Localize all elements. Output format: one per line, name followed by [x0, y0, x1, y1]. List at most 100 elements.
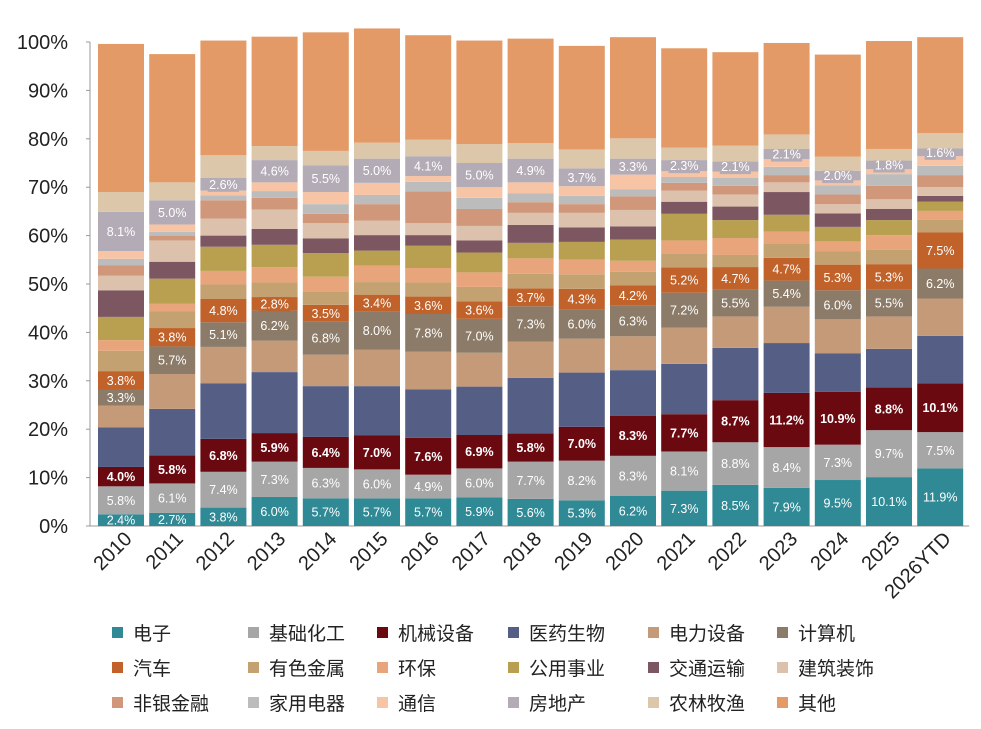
- bar-segment: [302, 354, 349, 387]
- data-label: 5.6%: [516, 506, 545, 520]
- data-label-bg: [719, 270, 751, 286]
- bar-segment: [558, 45, 605, 150]
- bar-segment: [558, 227, 605, 242]
- data-label: 8.4%: [772, 461, 801, 475]
- data-label-bg: [617, 288, 649, 304]
- bar-segment: [763, 214, 810, 232]
- bar-segment: [610, 260, 656, 272]
- data-label: 6.4%: [312, 446, 341, 460]
- bar-segment: [405, 474, 452, 499]
- data-label: 3.8%: [209, 510, 238, 524]
- legend-swatch: [777, 626, 788, 638]
- y-tick-label: 40%: [28, 322, 68, 344]
- data-label: 8.8%: [721, 457, 750, 471]
- bar-segment: [558, 186, 605, 196]
- data-label-bg: [873, 295, 905, 311]
- bar-segment: [558, 195, 605, 205]
- bar-segment: [405, 245, 452, 269]
- legend-item: 电子: [112, 618, 171, 646]
- data-label-bg: [361, 322, 393, 338]
- bar-segment: [712, 347, 759, 401]
- y-tick-label: 30%: [28, 371, 68, 393]
- data-label: 3.3%: [619, 160, 648, 174]
- bar-segment: [302, 467, 349, 499]
- bar-segment: [712, 484, 759, 526]
- legend-label: 非银金融: [133, 692, 210, 715]
- bar-segment: [661, 201, 708, 214]
- bar-segment: [354, 250, 400, 266]
- x-tick-label: 2025: [858, 528, 905, 575]
- data-label-bg: [771, 286, 803, 302]
- data-label-bg: [259, 296, 291, 312]
- x-tick-label: 2019: [550, 528, 597, 575]
- bar-segment: [507, 212, 554, 225]
- data-label: 4.0%: [107, 470, 136, 484]
- data-label: 6.1%: [158, 492, 187, 506]
- bar-segment: [661, 363, 708, 415]
- data-label-bg: [719, 159, 751, 175]
- bar-segment: [251, 267, 298, 283]
- bar-segment: [149, 408, 196, 456]
- bar-segment: [917, 335, 964, 384]
- bar-segment: [405, 223, 452, 236]
- bar-segment: [763, 134, 810, 149]
- bar-segment: [866, 199, 912, 209]
- bar-segment: [354, 142, 400, 159]
- bar-segment: [661, 213, 708, 241]
- bar-segment: [251, 146, 298, 161]
- data-label-bg: [259, 439, 291, 455]
- data-label-bg: [873, 157, 905, 173]
- data-label: 2.0%: [824, 169, 853, 183]
- bar-segment: [763, 175, 810, 183]
- data-label: 5.5%: [312, 172, 341, 186]
- legend-label: 计算机: [798, 622, 856, 645]
- bar-segment: [712, 52, 759, 146]
- data-label: 6.8%: [312, 332, 341, 346]
- data-label: 4.9%: [414, 480, 443, 494]
- data-label-bg: [207, 176, 239, 192]
- bar-segment: [866, 174, 912, 186]
- bar-segment: [917, 132, 964, 149]
- data-label: 4.8%: [209, 304, 238, 318]
- y-tick-label: 50%: [28, 274, 68, 296]
- bar-segment: [302, 32, 349, 151]
- bar-segment: [302, 213, 349, 224]
- bar-segment: [917, 210, 964, 220]
- bar-segment: [866, 148, 912, 161]
- data-label: 7.9%: [772, 500, 801, 514]
- x-tick-label: 2021: [653, 528, 700, 575]
- bar-segment: [814, 194, 861, 205]
- bar-segment: [456, 352, 503, 387]
- bar-segment: [354, 469, 400, 499]
- bar-segment: [712, 185, 759, 195]
- data-label: 11.2%: [769, 414, 804, 428]
- bar-segment: [763, 487, 810, 526]
- bar-segment: [200, 346, 247, 384]
- legend-item: 其他: [777, 688, 836, 716]
- bar-segment: [302, 192, 349, 205]
- data-label: 6.3%: [619, 315, 648, 329]
- bar-segment: [610, 138, 656, 159]
- legend-item: 房地产: [508, 688, 586, 716]
- data-label: 8.3%: [619, 469, 648, 483]
- bar-segment: [149, 231, 196, 236]
- bar-segment: [763, 182, 810, 193]
- bar-segment: [200, 200, 247, 219]
- data-label-bg: [921, 400, 960, 416]
- data-label: 4.7%: [772, 263, 801, 277]
- data-label: 8.7%: [721, 415, 750, 429]
- bar-segment: [866, 235, 912, 250]
- bar-segment: [405, 191, 452, 224]
- bar-segment: [712, 178, 759, 186]
- data-label-bg: [873, 401, 905, 417]
- x-tick-label: 2017: [448, 528, 495, 575]
- data-label-bg: [310, 171, 342, 187]
- bar-segment: [251, 197, 298, 210]
- bar-segment: [456, 252, 503, 273]
- data-label-bg: [771, 261, 803, 277]
- legend-swatch: [508, 661, 519, 673]
- data-label-bg: [566, 169, 598, 185]
- legend-swatch: [777, 661, 788, 673]
- data-label: 11.9%: [923, 491, 958, 505]
- data-label: 7.6%: [414, 450, 443, 464]
